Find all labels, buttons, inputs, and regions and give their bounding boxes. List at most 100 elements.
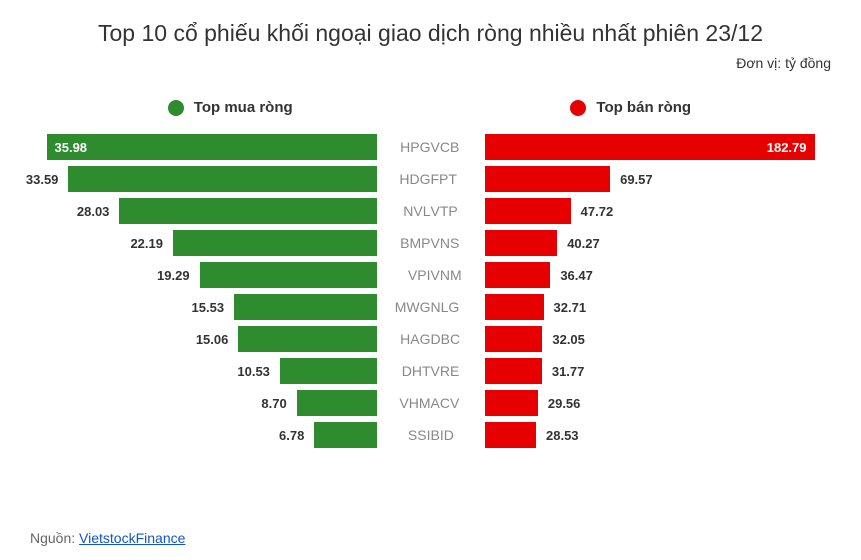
buy-bar: 35.98	[47, 134, 377, 160]
sell-bar: 182.79	[485, 134, 815, 160]
sell-bar: 32.71	[485, 294, 544, 320]
buy-row: 19.29 VPI	[30, 262, 431, 288]
bar-area: 36.47	[485, 262, 815, 288]
bar-area: 6.78	[47, 422, 377, 448]
buy-row: 33.59 HDG	[30, 166, 431, 192]
sell-ticker: NLG	[431, 299, 477, 315]
bar-area: 22.19	[47, 230, 377, 256]
buy-bar-value: 10.53	[237, 364, 280, 379]
sell-row: NLG 32.71	[431, 294, 832, 320]
legend-sell-dot	[570, 100, 586, 116]
bar-area: 40.27	[485, 230, 815, 256]
sell-row: VNS40.27	[431, 230, 832, 256]
buy-row: 6.78 SSI	[30, 422, 431, 448]
sell-row: VTP 47.72	[431, 198, 832, 224]
buy-ticker: VHM	[385, 395, 431, 411]
legend-sell: Top bán ròng	[431, 99, 832, 116]
buy-bar: 33.59	[68, 166, 376, 192]
buy-bar-value: 6.78	[279, 428, 314, 443]
buy-bar-value: 28.03	[77, 204, 120, 219]
buy-ticker: HDG	[385, 171, 431, 187]
sell-ticker: DBC	[431, 331, 477, 347]
buy-bar-value: 35.98	[47, 140, 96, 155]
buy-bar: 15.06	[238, 326, 376, 352]
buy-bar-value: 33.59	[26, 172, 69, 187]
buy-bar-value: 22.19	[130, 236, 173, 251]
sell-ticker: ACV	[431, 395, 477, 411]
buy-row: 10.53DHT	[30, 358, 431, 384]
bar-area: 28.03	[47, 198, 377, 224]
bar-area: 19.29	[47, 262, 377, 288]
bar-area: 32.05	[485, 326, 815, 352]
bar-area: 35.98	[47, 134, 377, 160]
bar-area: 28.53	[485, 422, 815, 448]
bar-area: 31.77	[485, 358, 815, 384]
sell-bar-value: 47.72	[571, 204, 614, 219]
sell-bar-value: 28.53	[536, 428, 579, 443]
buy-bar: 28.03	[119, 198, 376, 224]
buy-bar-value: 8.70	[261, 396, 296, 411]
sell-bar-value: 32.71	[544, 300, 587, 315]
buy-ticker: NVL	[385, 203, 431, 219]
buy-ticker: MWG	[385, 299, 431, 315]
bar-area: 15.06	[47, 326, 377, 352]
buy-ticker: VPI	[385, 267, 431, 283]
buy-bar: 15.53	[234, 294, 376, 320]
bar-area: 47.72	[485, 198, 815, 224]
sell-row: VRE 31.77	[431, 358, 832, 384]
chart-container: Top 10 cổ phiếu khối ngoại giao dịch ròn…	[0, 0, 861, 560]
sell-bar: 47.72	[485, 198, 571, 224]
buy-bar: 19.29	[200, 262, 377, 288]
bar-area: 33.59	[47, 166, 377, 192]
bar-area: 32.71	[485, 294, 815, 320]
sell-ticker: VCB	[431, 139, 477, 155]
sell-ticker: BID	[431, 427, 477, 443]
chart-legends: Top mua ròng Top bán ròng	[30, 99, 831, 116]
sell-bar: 69.57	[485, 166, 611, 192]
buy-row: 22.19 BMP	[30, 230, 431, 256]
bar-area: 182.79	[485, 134, 815, 160]
buy-bar: 10.53	[280, 358, 377, 384]
sell-bar-value: 32.05	[542, 332, 585, 347]
sell-row: VNM 36.47	[431, 262, 832, 288]
buy-bar-value: 19.29	[157, 268, 200, 283]
source-link[interactable]: VietstockFinance	[79, 530, 185, 546]
legend-buy: Top mua ròng	[30, 99, 431, 116]
sell-row: BID 28.53	[431, 422, 832, 448]
sell-bar: 40.27	[485, 230, 558, 256]
buy-ticker: BMP	[385, 235, 431, 251]
chart-body: 35.98HPG 33.59 HDG 28.03 NVL 22.19 BMP 19.29 VPI…	[30, 134, 831, 448]
sell-column: VCB 182.79 FPT 69.57 VTP 47.72 VNS40.27 VNM 36.4…	[431, 134, 832, 448]
sell-row: VCB 182.79	[431, 134, 832, 160]
sell-bar-value: 29.56	[538, 396, 581, 411]
sell-ticker: VTP	[431, 203, 477, 219]
bar-area: 69.57	[485, 166, 815, 192]
bar-area: 8.70	[47, 390, 377, 416]
sell-bar: 28.53	[485, 422, 537, 448]
sell-row: DBC 32.05	[431, 326, 832, 352]
sell-row: ACV 29.56	[431, 390, 832, 416]
buy-row: 28.03 NVL	[30, 198, 431, 224]
source-prefix: Nguồn:	[30, 530, 79, 546]
sell-bar: 29.56	[485, 390, 538, 416]
buy-bar: 8.70	[297, 390, 377, 416]
sell-ticker: FPT	[431, 171, 477, 187]
sell-ticker: VNM	[431, 267, 477, 283]
buy-row: 35.98HPG	[30, 134, 431, 160]
sell-bar-value: 182.79	[759, 140, 815, 155]
sell-bar-value: 40.27	[557, 236, 600, 251]
bar-area: 10.53	[47, 358, 377, 384]
chart-source: Nguồn: VietstockFinance	[30, 530, 185, 546]
buy-column: 35.98HPG 33.59 HDG 28.03 NVL 22.19 BMP 19.29 VPI…	[30, 134, 431, 448]
buy-bar-value: 15.53	[192, 300, 235, 315]
sell-bar: 32.05	[485, 326, 543, 352]
legend-buy-dot	[168, 100, 184, 116]
sell-ticker: VRE	[431, 363, 477, 379]
buy-ticker: SSI	[385, 427, 431, 443]
buy-bar-value: 15.06	[196, 332, 239, 347]
buy-bar: 6.78	[314, 422, 376, 448]
chart-unit-label: Đơn vị: tỷ đồng	[30, 55, 831, 71]
sell-bar: 31.77	[485, 358, 542, 384]
sell-bar-value: 36.47	[550, 268, 593, 283]
buy-bar: 22.19	[173, 230, 377, 256]
